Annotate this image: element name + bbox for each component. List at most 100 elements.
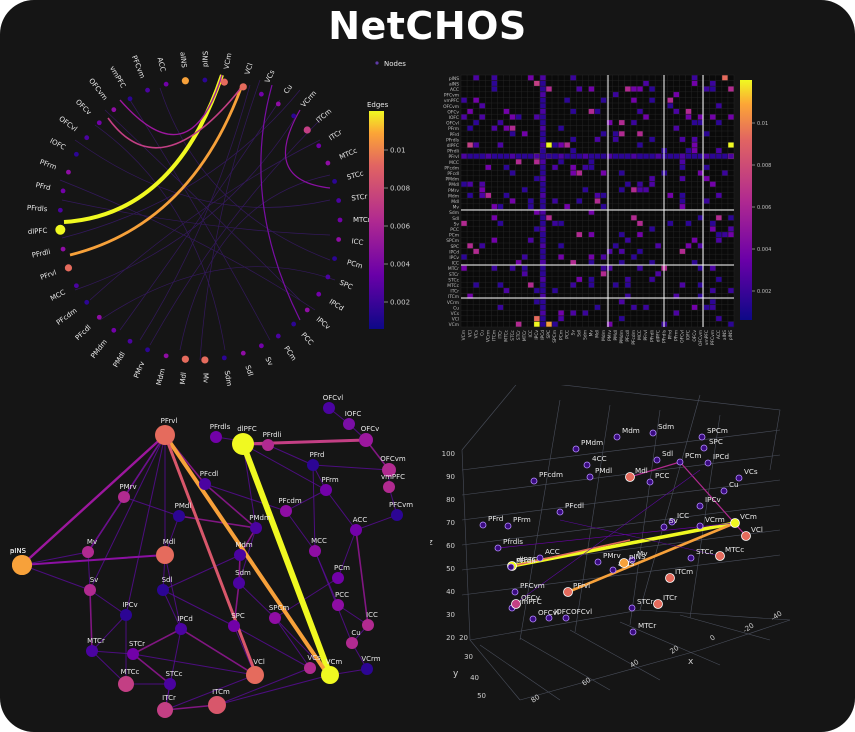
circle-node-pfcvm[interactable] — [145, 87, 150, 93]
circle-node-sdl[interactable] — [240, 350, 246, 356]
3d-nodes[interactable]: Mdm Sdm SPCm PMdm Sdl SPC PCm IPCd 4CC PMdl Mdl PCC… — [479, 422, 763, 636]
3d-node-pfrm[interactable] — [504, 522, 512, 530]
3d-node-ains[interactable] — [609, 566, 617, 574]
3d-node-pcm[interactable] — [676, 458, 684, 466]
3d-node-pfcvm[interactable] — [511, 588, 519, 596]
network-node-pfrdli[interactable] — [262, 439, 274, 451]
circle-node-pins[interactable] — [202, 77, 208, 83]
network-node-mcc[interactable] — [309, 545, 321, 557]
circle-node-mdl[interactable] — [181, 355, 189, 363]
circle-node-cu[interactable] — [275, 101, 281, 107]
circle-node-vcm[interactable] — [220, 78, 228, 86]
circle-node-ofcvm[interactable] — [111, 107, 117, 113]
3d-node-mdl[interactable] — [625, 472, 635, 482]
circle-node-pfcdm[interactable] — [84, 299, 90, 305]
circle-node-icc[interactable] — [336, 237, 342, 242]
circle-node-vcl[interactable] — [239, 83, 247, 91]
network-node-iofc[interactable] — [343, 418, 355, 430]
circle-node-pfcdl[interactable] — [96, 314, 102, 320]
network-node-vcrm[interactable] — [361, 663, 373, 675]
network-node-dlpfc[interactable] — [232, 433, 254, 455]
network-node-vcl[interactable] — [246, 666, 264, 684]
circle-node-vcs[interactable] — [258, 91, 264, 97]
3d-node-stcc[interactable] — [687, 554, 695, 562]
network-node-pmdm[interactable] — [250, 522, 262, 534]
network-node-ofcvl[interactable] — [323, 402, 335, 414]
3d-node-vcrm[interactable] — [696, 522, 704, 530]
network-node-itcr[interactable] — [157, 702, 173, 718]
3d-node-itcr[interactable] — [653, 599, 663, 609]
3d-node-pfcdl[interactable] — [556, 508, 564, 516]
3d-node-pins[interactable] — [619, 558, 629, 568]
network-node-pfcdl[interactable] — [199, 478, 211, 490]
circle-node-pfrm[interactable] — [66, 169, 71, 175]
network-node-vcs[interactable] — [304, 662, 316, 674]
network-node-spcm[interactable] — [269, 612, 281, 624]
circle-node-itcr[interactable] — [316, 143, 322, 149]
adjacency-matrix-heatmap[interactable]: pINSaINSACCPFCvmvmPFCOFCvmOFCvIOFCOFCvlP… — [430, 60, 855, 380]
circle-node-mtcr[interactable] — [337, 217, 343, 223]
network-node-sdl[interactable] — [157, 584, 169, 596]
3d-node-sdm[interactable] — [649, 429, 657, 437]
3d-node-sdl[interactable] — [653, 456, 661, 464]
network-node-cu[interactable] — [346, 637, 358, 649]
network-node-pfrvl[interactable] — [155, 425, 175, 445]
network-node-pfrdls[interactable] — [210, 431, 222, 443]
network-node-pcm[interactable] — [332, 572, 344, 584]
circle-node-sdm[interactable] — [221, 355, 227, 361]
3d-node-pfrvl[interactable] — [563, 587, 573, 597]
circle-node-ains[interactable] — [181, 77, 189, 85]
3d-node-pcc[interactable] — [646, 478, 654, 486]
circle-node-vmpfc[interactable] — [127, 96, 133, 102]
3d-node-ofcv[interactable] — [511, 599, 521, 609]
network-node-stcr[interactable] — [127, 648, 139, 660]
circle-node-stcr[interactable] — [336, 198, 342, 203]
network-node-pins[interactable] — [12, 555, 32, 575]
circle-node-ofcvl[interactable] — [84, 135, 90, 141]
3d-node-spcm[interactable] — [698, 433, 706, 441]
network-node-pfcdm[interactable] — [280, 505, 292, 517]
circle-node-ofcv[interactable] — [96, 120, 102, 126]
circle-node-sv[interactable] — [258, 343, 264, 349]
3d-node-vcl[interactable] — [741, 531, 751, 541]
3d-node-pmrv[interactable] — [594, 558, 602, 566]
circle-node-iofc[interactable] — [73, 151, 79, 157]
3d-node-acc[interactable] — [536, 554, 544, 562]
network-node-ofcvm[interactable] — [382, 463, 396, 477]
circle-node-ipcd[interactable] — [316, 291, 322, 297]
circle-node-pfrdli[interactable] — [60, 246, 66, 252]
network-node-pcc[interactable] — [332, 599, 344, 611]
network-node-sv[interactable] — [84, 584, 96, 596]
3d-node-ofcvl[interactable] — [562, 614, 570, 622]
network-node-pfcvm[interactable] — [391, 509, 403, 521]
3d-node-ofcvl[interactable] — [529, 615, 537, 623]
3d-node-spc[interactable] — [700, 444, 708, 452]
network-node-pmrv[interactable] — [118, 491, 130, 503]
circle-node-spc[interactable] — [325, 274, 331, 280]
network-node-ipcd[interactable] — [175, 623, 187, 635]
circle-node-pcm[interactable] — [332, 256, 337, 261]
circle-node-stcc[interactable] — [332, 179, 337, 184]
network-node-icc[interactable] — [362, 619, 374, 631]
3d-node-4cc[interactable] — [583, 461, 591, 469]
3d-node-icc[interactable] — [668, 518, 676, 526]
3d-node-vcs[interactable] — [735, 474, 743, 482]
3d-node-mdm[interactable] — [613, 433, 621, 441]
circle-node-pcc[interactable] — [291, 321, 297, 327]
3d-node-pfrdls[interactable] — [494, 544, 502, 552]
3d-node-mtcr[interactable] — [629, 628, 637, 636]
circle-node-pmdl[interactable] — [127, 338, 133, 344]
network-node-spc[interactable] — [228, 620, 240, 632]
3d-node-mv[interactable] — [628, 556, 636, 564]
network-node-mtcc[interactable] — [118, 676, 134, 692]
3d-node-pmdl[interactable] — [586, 473, 594, 481]
circle-node-pfrdls[interactable] — [57, 207, 63, 213]
circle-node-pcm[interactable] — [275, 333, 281, 339]
circle-node-pmrv[interactable] — [145, 347, 150, 353]
network-node-stcc[interactable] — [164, 678, 176, 690]
circle-node-mtcc[interactable] — [325, 160, 331, 166]
network-node-pfrd[interactable] — [307, 459, 319, 471]
3d-node-itcm[interactable] — [665, 573, 675, 583]
